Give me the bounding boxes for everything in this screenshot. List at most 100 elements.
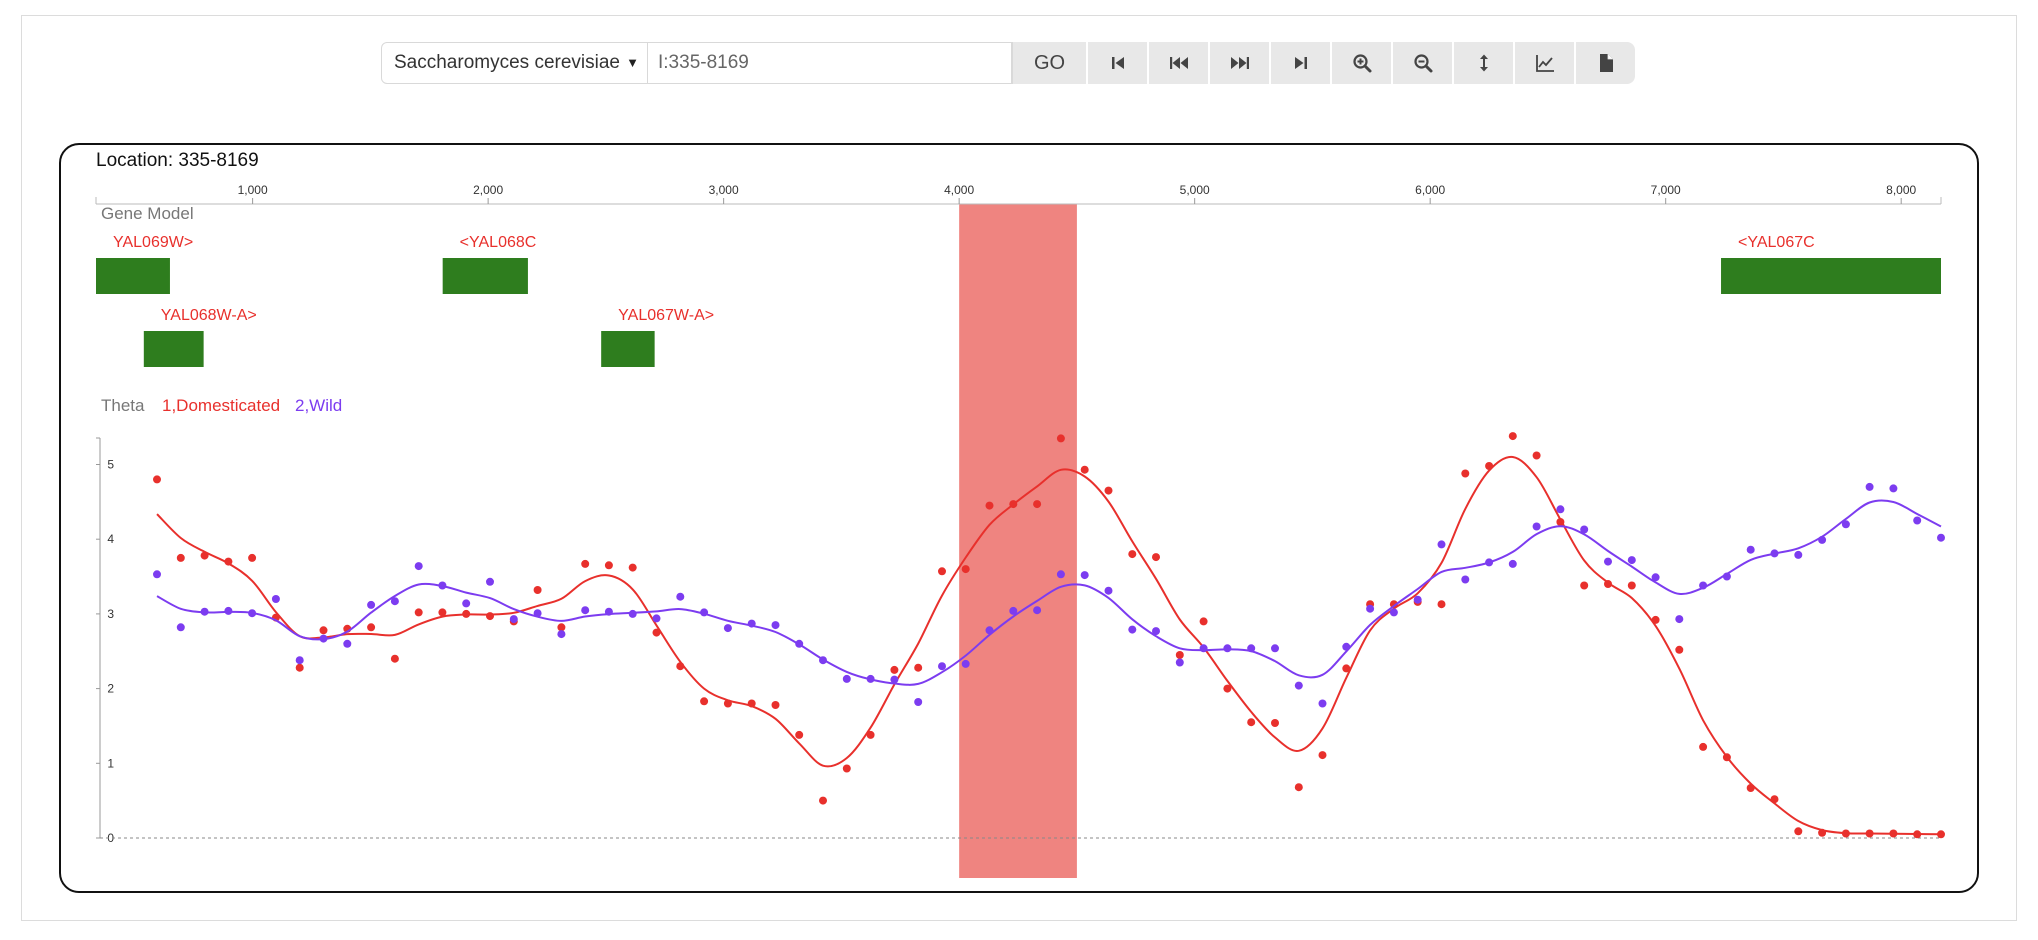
data-point-domesticated[interactable] [628,563,637,572]
data-point-wild[interactable] [295,656,304,665]
data-point-domesticated[interactable] [604,561,613,570]
data-point-wild[interactable] [819,656,827,665]
zoom-in-button[interactable] [1332,42,1391,84]
data-point-domesticated[interactable] [1175,651,1184,659]
data-point-domesticated[interactable] [319,626,328,635]
data-point-domesticated[interactable] [866,730,875,739]
data-point-domesticated[interactable] [295,663,304,672]
data-point-domesticated[interactable] [700,697,709,706]
data-point-domesticated[interactable] [914,663,923,672]
data-point-wild[interactable] [1818,535,1827,544]
data-point-domesticated[interactable] [1128,550,1137,559]
data-point-domesticated[interactable] [200,551,209,560]
gene-label[interactable]: YAL067W-A> [618,307,714,324]
data-point-domesticated[interactable] [1580,581,1589,590]
data-point-wild[interactable] [390,597,399,606]
data-point-wild[interactable] [961,659,970,668]
data-point-wild[interactable] [723,624,732,633]
data-point-wild[interactable] [1413,595,1422,604]
data-point-wild[interactable] [248,609,257,618]
data-point-domesticated[interactable] [224,557,233,566]
data-point-domesticated[interactable] [1199,617,1208,626]
data-point-domesticated[interactable] [747,699,756,708]
selection-highlight[interactable] [959,204,1077,878]
data-point-domesticated[interactable] [1913,830,1922,839]
data-point-domesticated[interactable] [1818,828,1827,837]
data-point-wild[interactable] [1746,545,1755,554]
data-point-domesticated[interactable] [1033,500,1042,509]
data-point-wild[interactable] [1794,550,1803,559]
data-point-wild[interactable] [914,698,923,706]
data-point-domesticated[interactable] [771,701,780,709]
data-point-wild[interactable] [652,614,661,623]
expand-height-button[interactable] [1454,42,1513,84]
data-point-wild[interactable] [1294,681,1303,690]
data-point-domesticated[interactable] [723,699,732,708]
data-point-domesticated[interactable] [1389,600,1398,609]
gene-block[interactable] [442,258,528,294]
data-point-wild[interactable] [462,599,471,608]
data-point-wild[interactable] [1722,572,1731,581]
data-point-wild[interactable] [1770,549,1779,558]
data-point-domesticated[interactable] [1056,434,1065,443]
gene-block[interactable] [1721,258,1941,294]
data-point-domesticated[interactable] [795,730,804,739]
data-point-domesticated[interactable] [1770,795,1779,804]
data-point-domesticated[interactable] [1699,742,1708,751]
data-point-domesticated[interactable] [533,586,542,594]
data-point-wild[interactable] [343,639,352,648]
data-point-domesticated[interactable] [462,609,471,618]
data-point-wild[interactable] [1651,573,1660,582]
data-point-domesticated[interactable] [1485,462,1494,470]
data-point-wild[interactable] [700,608,709,617]
data-point-wild[interactable] [1366,604,1375,613]
data-point-wild[interactable] [747,619,756,628]
data-point-wild[interactable] [319,634,328,643]
gene-block[interactable] [96,258,170,294]
gene-label[interactable]: <YAL068C [460,234,537,251]
gene-label[interactable]: YAL069W> [113,234,193,251]
legend-series-wild[interactable]: 2,Wild [295,396,342,415]
data-point-wild[interactable] [890,675,899,684]
go-button[interactable]: GO [1012,42,1086,84]
data-point-wild[interactable] [795,639,804,648]
gene-label[interactable]: <YAL067C [1738,234,1815,251]
data-point-wild[interactable] [1556,505,1565,514]
data-point-domesticated[interactable] [1318,751,1327,760]
data-point-wild[interactable] [1485,558,1494,567]
data-point-wild[interactable] [1247,644,1256,653]
data-point-wild[interactable] [200,607,209,616]
data-point-domesticated[interactable] [1675,645,1684,654]
data-point-wild[interactable] [533,609,542,618]
zoom-out-button[interactable] [1393,42,1452,84]
data-point-wild[interactable] [509,615,518,624]
data-point-domesticated[interactable] [390,654,399,663]
data-point-wild[interactable] [581,606,590,615]
data-point-wild[interactable] [1461,575,1470,584]
data-point-domesticated[interactable] [1746,784,1755,792]
data-point-wild[interactable] [367,600,376,609]
data-point-wild[interactable] [1128,625,1137,634]
data-point-domesticated[interactable] [1461,469,1470,478]
data-point-domesticated[interactable] [1532,451,1541,460]
data-point-domesticated[interactable] [1342,664,1351,673]
data-point-wild[interactable] [1389,608,1398,617]
species-select[interactable]: Saccharomyces cerevisiae ▼ [381,42,648,84]
data-point-domesticated[interactable] [1722,753,1731,762]
data-point-wild[interactable] [1009,606,1018,615]
data-point-domesticated[interactable] [819,796,827,805]
data-point-wild[interactable] [1889,484,1898,493]
data-point-wild[interactable] [1223,644,1232,653]
data-point-wild[interactable] [1056,570,1065,579]
legend-series-domesticated[interactable]: 1,Domesticated [162,396,280,415]
data-point-wild[interactable] [414,562,423,571]
data-point-wild[interactable] [1080,571,1089,580]
step-forward-button[interactable] [1210,42,1269,84]
data-point-domesticated[interactable] [414,608,423,617]
data-point-wild[interactable] [1841,520,1850,529]
data-point-wild[interactable] [1532,522,1541,531]
data-point-domesticated[interactable] [1604,580,1612,588]
data-point-wild[interactable] [676,592,685,601]
data-point-wild[interactable] [1699,581,1708,590]
data-point-wild[interactable] [1033,606,1042,615]
